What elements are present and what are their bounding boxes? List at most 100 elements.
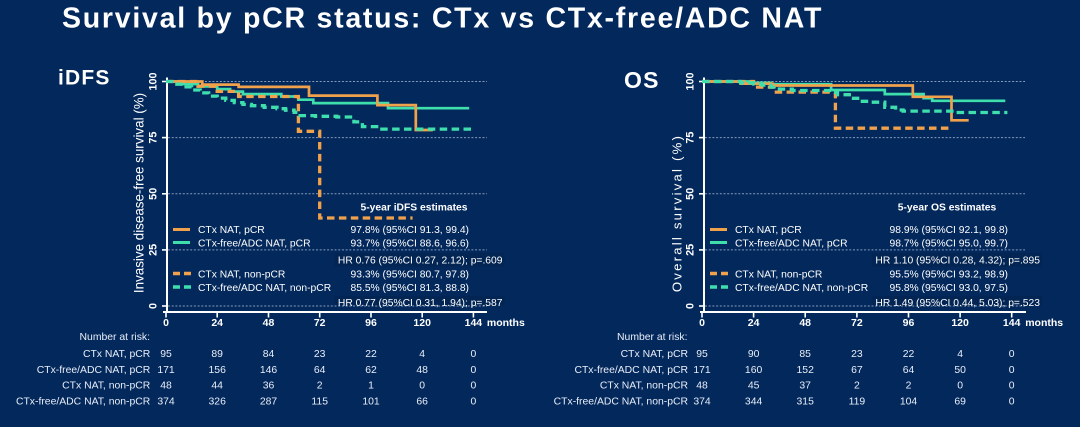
svg-text:95.8% (95%CI 93.0, 97.5): 95.8% (95%CI 93.0, 97.5)	[890, 283, 1009, 294]
svg-text:HR 0.76 (95%CI 0.27, 2.12); p=: HR 0.76 (95%CI 0.27, 2.12); p=.609	[338, 256, 503, 267]
svg-text:25: 25	[148, 244, 160, 256]
svg-text:62: 62	[365, 365, 377, 376]
svg-text:HR 1.10 (95%CI 0.28, 4.32); p=: HR 1.10 (95%CI 0.28, 4.32); p=.895	[875, 256, 1040, 267]
svg-text:months: months	[1025, 317, 1063, 329]
svg-text:48: 48	[416, 365, 428, 376]
svg-text:50: 50	[148, 188, 160, 200]
svg-text:CTx-free/ADC NAT, non-pCR: CTx-free/ADC NAT, non-pCR	[735, 283, 868, 294]
svg-text:96: 96	[365, 317, 377, 329]
svg-text:50: 50	[685, 188, 697, 200]
svg-text:64: 64	[903, 365, 915, 376]
svg-text:98.7% (95%CI 95.0, 99.7): 98.7% (95%CI 95.0, 99.7)	[890, 239, 1009, 250]
svg-text:CTx NAT, pCR: CTx NAT, pCR	[621, 349, 689, 360]
svg-text:2: 2	[854, 381, 860, 392]
svg-text:115: 115	[311, 396, 328, 407]
svg-text:0: 0	[699, 317, 705, 329]
svg-text:72: 72	[851, 317, 863, 329]
svg-text:326: 326	[209, 396, 227, 407]
svg-text:315: 315	[797, 396, 815, 407]
svg-text:75: 75	[148, 132, 160, 144]
svg-text:Invasive disease-free survival: Invasive disease-free survival (%)	[132, 93, 147, 293]
svg-text:5-year iDFS estimates: 5-year iDFS estimates	[360, 203, 467, 214]
svg-text:67: 67	[851, 365, 863, 376]
svg-text:CTx NAT, non-pCR: CTx NAT, non-pCR	[600, 381, 689, 392]
svg-text:374: 374	[157, 396, 175, 407]
svg-text:1: 1	[368, 381, 374, 392]
svg-text:CTx-free/ADC NAT, pCR: CTx-free/ADC NAT, pCR	[574, 365, 688, 376]
svg-text:22: 22	[365, 349, 377, 360]
svg-text:100: 100	[685, 72, 697, 90]
svg-text:85: 85	[799, 349, 811, 360]
svg-text:95.5% (95%CI 93.2, 98.9): 95.5% (95%CI 93.2, 98.9)	[890, 270, 1009, 281]
svg-text:2: 2	[317, 381, 323, 392]
svg-text:24: 24	[211, 317, 223, 329]
svg-text:344: 344	[745, 396, 763, 407]
svg-text:287: 287	[260, 396, 278, 407]
svg-text:144: 144	[465, 317, 483, 329]
svg-text:37: 37	[799, 381, 811, 392]
svg-text:48: 48	[263, 317, 275, 329]
svg-text:CTx NAT, pCR: CTx NAT, pCR	[83, 349, 151, 360]
svg-text:171: 171	[693, 365, 711, 376]
svg-text:160: 160	[745, 365, 763, 376]
svg-text:64: 64	[314, 365, 326, 376]
svg-text:CTx NAT, pCR: CTx NAT, pCR	[198, 225, 265, 236]
svg-text:Survival by pCR status: CTx vs: Survival by pCR status: CTx vs CTx-free/…	[62, 3, 823, 35]
svg-text:24: 24	[748, 317, 760, 329]
svg-text:66: 66	[416, 396, 428, 407]
svg-text:0: 0	[471, 381, 477, 392]
svg-text:22: 22	[903, 349, 915, 360]
svg-text:months: months	[487, 317, 525, 329]
svg-text:0: 0	[957, 381, 963, 392]
svg-text:0: 0	[148, 303, 160, 309]
svg-text:44: 44	[211, 381, 223, 392]
svg-text:75: 75	[685, 132, 697, 144]
svg-text:85.5% (95%CI 81.3, 88.8): 85.5% (95%CI 81.3, 88.8)	[351, 283, 470, 294]
svg-text:90: 90	[748, 349, 760, 360]
svg-text:95: 95	[160, 349, 172, 360]
svg-text:iDFS: iDFS	[58, 67, 111, 90]
svg-text:0: 0	[471, 349, 477, 360]
svg-text:171: 171	[157, 365, 175, 376]
svg-text:48: 48	[160, 381, 172, 392]
svg-text:50: 50	[954, 365, 966, 376]
svg-text:0: 0	[685, 303, 697, 309]
svg-text:CTx NAT, non-pCR: CTx NAT, non-pCR	[62, 381, 151, 392]
svg-text:0: 0	[1009, 381, 1015, 392]
svg-text:120: 120	[951, 317, 969, 329]
svg-text:152: 152	[797, 365, 815, 376]
svg-text:CTx NAT, non-pCR: CTx NAT, non-pCR	[735, 270, 822, 281]
svg-text:146: 146	[260, 365, 278, 376]
svg-text:0: 0	[163, 317, 169, 329]
svg-text:0: 0	[1009, 396, 1015, 407]
svg-text:CTx NAT, non-pCR: CTx NAT, non-pCR	[198, 270, 285, 281]
svg-text:CTx-free/ADC NAT, pCR: CTx-free/ADC NAT, pCR	[735, 239, 848, 250]
svg-text:100: 100	[148, 72, 160, 90]
svg-text:97.8% (95%CI 91.3, 99.4): 97.8% (95%CI 91.3, 99.4)	[351, 225, 470, 236]
svg-text:HR 0.77 (95%CI 0.31, 1.94); p=: HR 0.77 (95%CI 0.31, 1.94); p=.587	[338, 298, 503, 309]
svg-text:CTx-free/ADC NAT, pCR: CTx-free/ADC NAT, pCR	[198, 239, 311, 250]
svg-text:0: 0	[1009, 349, 1015, 360]
svg-text:HR 1.49 (95%CI 0.44, 5.03); p=: HR 1.49 (95%CI 0.44, 5.03); p=.523	[875, 298, 1040, 309]
svg-text:89: 89	[211, 349, 223, 360]
svg-text:45: 45	[748, 381, 760, 392]
svg-text:36: 36	[263, 381, 275, 392]
svg-text:4: 4	[957, 349, 963, 360]
svg-text:CTx-free/ADC NAT, pCR: CTx-free/ADC NAT, pCR	[37, 365, 151, 376]
svg-text:Number at risk:: Number at risk:	[80, 332, 150, 343]
svg-text:104: 104	[900, 396, 918, 407]
svg-text:23: 23	[314, 349, 326, 360]
svg-text:69: 69	[954, 396, 966, 407]
svg-text:23: 23	[851, 349, 863, 360]
svg-text:5-year OS estimates: 5-year OS estimates	[898, 203, 997, 214]
svg-text:48: 48	[799, 317, 811, 329]
svg-text:95: 95	[696, 349, 708, 360]
svg-text:CTx-free/ADC NAT, non-pCR: CTx-free/ADC NAT, non-pCR	[16, 396, 151, 407]
svg-text:0: 0	[471, 365, 477, 376]
svg-text:93.7% (95%CI 88.6, 96.6): 93.7% (95%CI 88.6, 96.6)	[351, 239, 470, 250]
svg-text:48: 48	[696, 381, 708, 392]
svg-text:120: 120	[413, 317, 431, 329]
svg-text:4: 4	[419, 349, 425, 360]
svg-text:0: 0	[471, 396, 477, 407]
svg-text:2: 2	[906, 381, 912, 392]
